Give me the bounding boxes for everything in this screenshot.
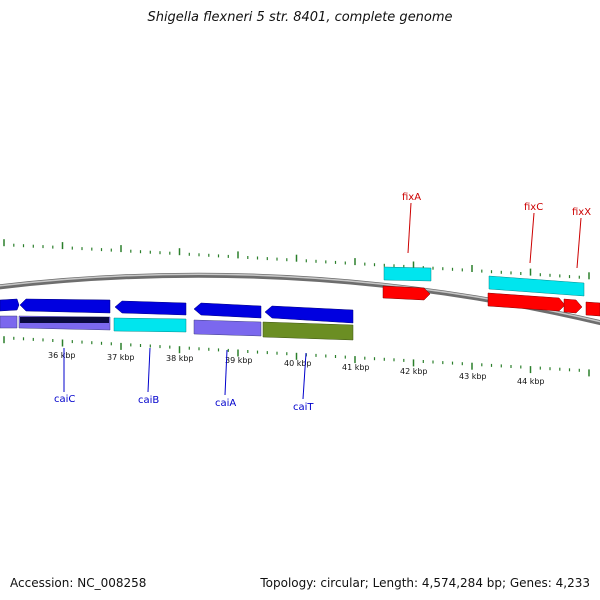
leader-fixX [576,217,582,269]
cog-block-fixC [488,275,585,297]
gene-label-fixC[interactable]: fixC [524,202,543,213]
gene-arrow-fixB[interactable] [487,292,566,312]
scale-label-40: 40 kbp [284,359,312,368]
gene-feature-blocks [0,266,600,341]
scale-label-41: 41 kbp [342,363,370,372]
cog-block-caiC-dark [20,317,109,323]
gene-label-caiA[interactable]: caiA [215,398,236,409]
genome-title: Shigella flexneri 5 str. 8401, complete … [147,10,453,25]
scale-label-37: 37 kbp [107,353,135,362]
scale-labels: 36 kbp 37 kbp 38 kbp 39 kbp 40 kbp 41 kb… [48,351,545,386]
cog-block-fixA [383,266,432,282]
gene-label-caiT[interactable]: caiT [293,402,314,413]
gene-label-fixA[interactable]: fixA [402,192,421,203]
scale-label-39: 39 kbp [225,356,253,365]
gene-labels: caiC caiB caiA caiT fixA fixC fixX [54,192,591,413]
leader-fixC [529,212,535,264]
gene-arrow-fixX[interactable] [585,301,600,317]
gene-label-fixX[interactable]: fixX [572,207,591,218]
gene-arrow-caiA[interactable] [193,302,262,319]
gene-arrow-fixC[interactable] [563,298,583,314]
cog-block-caiB [113,317,187,333]
leader-caiB [147,347,151,393]
leader-caiT [302,352,307,400]
cog-block-partial [0,315,18,329]
cog-block-caiT [262,321,354,341]
cog-block-caiA [193,319,262,337]
scale-label-43: 43 kbp [459,372,487,381]
topology-text: Topology: circular; Length: 4,574,284 bp… [260,576,590,590]
scale-label-44: 44 kbp [517,377,545,386]
gene-arrow-caiC[interactable] [19,298,111,314]
accession-text: Accession: NC_008258 [10,576,147,590]
gene-label-caiB[interactable]: caiB [138,395,159,406]
scale-label-36: 36 kbp [48,351,76,360]
gene-arrow-caiT[interactable] [264,305,354,324]
gene-label-caiC[interactable]: caiC [54,394,75,405]
scale-label-38: 38 kbp [166,354,194,363]
gene-arrow-caiB[interactable] [114,300,187,316]
gene-arrow-partial[interactable] [0,298,20,312]
outer-tick-track [3,239,590,280]
scale-label-42: 42 kbp [400,367,428,376]
gene-arrow-fixA[interactable] [382,285,431,301]
gene-leader-lines [63,202,582,400]
leader-fixA [407,202,412,254]
inner-tick-track [3,336,590,377]
leader-caiA [224,349,228,396]
